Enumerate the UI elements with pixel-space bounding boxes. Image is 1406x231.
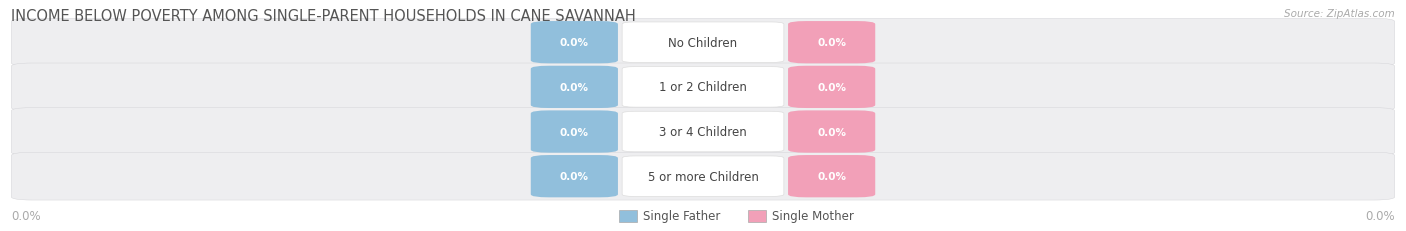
Text: 0.0%: 0.0% (11, 210, 41, 222)
FancyBboxPatch shape (11, 64, 1395, 111)
FancyBboxPatch shape (621, 112, 785, 152)
Text: Source: ZipAtlas.com: Source: ZipAtlas.com (1284, 9, 1395, 19)
Text: 1 or 2 Children: 1 or 2 Children (659, 81, 747, 94)
Text: INCOME BELOW POVERTY AMONG SINGLE-PARENT HOUSEHOLDS IN CANE SAVANNAH: INCOME BELOW POVERTY AMONG SINGLE-PARENT… (11, 9, 636, 24)
FancyBboxPatch shape (11, 153, 1395, 200)
FancyBboxPatch shape (531, 155, 619, 198)
Text: 0.0%: 0.0% (560, 127, 589, 137)
FancyBboxPatch shape (11, 108, 1395, 156)
FancyBboxPatch shape (787, 22, 876, 64)
FancyBboxPatch shape (531, 22, 619, 64)
Text: No Children: No Children (668, 36, 738, 49)
Text: 0.0%: 0.0% (817, 171, 846, 181)
Text: 5 or more Children: 5 or more Children (648, 170, 758, 183)
Text: 0.0%: 0.0% (560, 38, 589, 48)
FancyBboxPatch shape (748, 210, 766, 222)
Text: Single Father: Single Father (643, 210, 720, 222)
Text: 0.0%: 0.0% (817, 38, 846, 48)
Text: 0.0%: 0.0% (817, 82, 846, 92)
FancyBboxPatch shape (787, 67, 876, 109)
FancyBboxPatch shape (11, 19, 1395, 67)
Text: 0.0%: 0.0% (560, 82, 589, 92)
Text: 3 or 4 Children: 3 or 4 Children (659, 125, 747, 138)
FancyBboxPatch shape (621, 23, 785, 63)
Text: 0.0%: 0.0% (817, 127, 846, 137)
Text: 0.0%: 0.0% (1365, 210, 1395, 222)
FancyBboxPatch shape (621, 156, 785, 197)
Text: 0.0%: 0.0% (560, 171, 589, 181)
FancyBboxPatch shape (619, 210, 637, 222)
FancyBboxPatch shape (787, 155, 876, 198)
FancyBboxPatch shape (531, 67, 619, 109)
FancyBboxPatch shape (621, 67, 785, 108)
FancyBboxPatch shape (531, 111, 619, 153)
FancyBboxPatch shape (787, 111, 876, 153)
Text: Single Mother: Single Mother (772, 210, 853, 222)
